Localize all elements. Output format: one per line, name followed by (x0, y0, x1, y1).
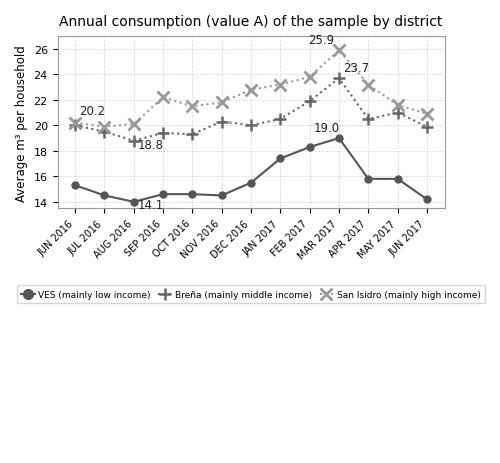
Legend: VES (mainly low income), Breña (mainly middle income), San Isidro (mainly high i: VES (mainly low income), Breña (mainly m… (17, 286, 485, 304)
Text: 20.2: 20.2 (80, 105, 106, 118)
Text: 25.9: 25.9 (308, 34, 334, 47)
Text: 23.7: 23.7 (344, 62, 369, 75)
Text: 19.0: 19.0 (314, 122, 340, 135)
Text: 18.8: 18.8 (138, 139, 164, 152)
Y-axis label: Average m³ per household: Average m³ per household (15, 44, 28, 201)
Text: 14.1: 14.1 (138, 199, 164, 212)
Title: Annual consumption (value A) of the sample by district: Annual consumption (value A) of the samp… (60, 15, 442, 29)
